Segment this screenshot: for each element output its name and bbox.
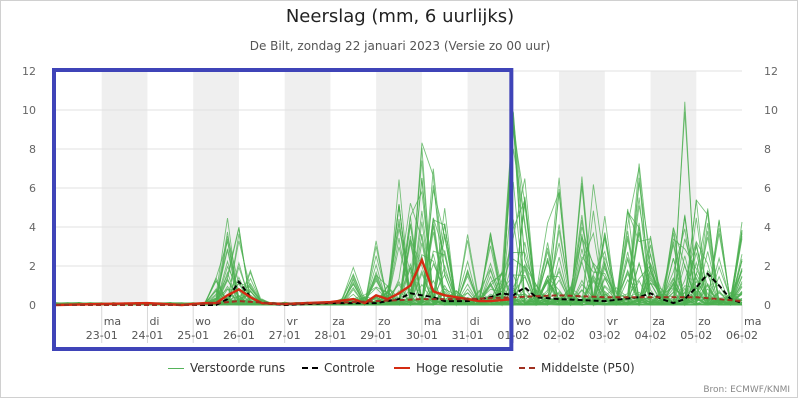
x-tick-day-label: ma [424,315,441,328]
x-tick-day-label: ma [104,315,121,328]
ensemble-member-line [55,167,743,306]
legend-item-perturbed-runs[interactable]: Verstoorde runs [168,361,285,375]
x-tick-date-label: 25-01 [177,329,209,342]
y-tick-label-right: 10 [764,104,778,117]
y-tick-label-left: 0 [29,299,36,312]
x-tick-date-label: 24-01 [131,329,163,342]
y-tick-label-left: 10 [22,104,36,117]
x-tick-day-label: za [653,315,666,328]
x-tick-day-label: za [332,315,345,328]
x-tick-date-label: 03-02 [589,329,621,342]
legend-label-control: Controle [324,361,375,375]
x-tick-day-label: di [470,315,480,328]
x-tick-date-label: 28-01 [314,329,346,342]
x-tick-date-label: 31-01 [452,329,484,342]
y-tick-label-left: 8 [29,143,36,156]
x-tick-day-label: zo [698,315,711,328]
y-tick-label-left: 6 [29,182,36,195]
x-tick-date-label: 29-01 [360,329,392,342]
x-tick-day-label: vr [287,315,299,328]
y-tick-label-right: 4 [764,221,771,234]
x-tick-date-label: 23-01 [86,329,118,342]
x-tick-date-label: 04-02 [635,329,667,342]
highlight-box [52,68,514,351]
legend-label-high-resolution: Hoge resolutie [416,361,504,375]
x-tick-day-label: do [561,315,575,328]
source-credit: Bron: ECMWF/KNMI [703,385,790,395]
y-tick-label-right: 6 [764,182,771,195]
x-tick-date-label: 30-01 [406,329,438,342]
x-tick-day-label: zo [378,315,391,328]
y-tick-label-right: 0 [764,299,771,312]
x-tick-day-label: wo [195,315,211,328]
x-tick-date-label: 27-01 [269,329,301,342]
x-tick-day-label: di [149,315,159,328]
chart-legend: Verstoorde runs Controle Hoge resolutie … [0,361,800,379]
chart-title: Neerslag (mm, 6 uurlijks) [285,6,515,27]
y-tick-label-right: 12 [764,65,778,78]
y-tick-label-right: 8 [764,143,771,156]
x-tick-day-label: vr [607,315,619,328]
legend-label-median: Middelste (P50) [541,361,635,375]
y-tick-label-right: 2 [764,260,771,273]
legend-item-high-resolution[interactable]: Hoge resolutie [394,361,503,375]
legend-item-median[interactable]: Middelste (P50) [519,361,635,375]
legend-swatch-control [302,367,318,369]
series-line-hoge-resolutie [55,256,514,307]
x-tick-day-label: ma [744,315,761,328]
x-tick-day-label: wo [515,315,531,328]
y-tick-label-left: 4 [29,221,36,234]
y-tick-label-left: 2 [29,260,36,273]
x-tick-date-label: 06-02 [726,329,758,342]
x-tick-date-label: 02-02 [543,329,575,342]
chart-subtitle: De Bilt, zondag 22 januari 2023 (Versie … [249,39,551,53]
legend-swatch-median [519,367,535,369]
y-tick-label-left: 12 [22,65,36,78]
legend-swatch-high-resolution [394,367,410,369]
legend-swatch-perturbed-runs [168,367,184,369]
series-line-middelste-p50 [56,294,743,306]
legend-label-perturbed-runs: Verstoorde runs [190,361,286,375]
x-tick-date-label: 26-01 [223,329,255,342]
x-tick-date-label: 05-02 [680,329,712,342]
legend-item-control[interactable]: Controle [302,361,375,375]
x-tick-day-label: do [241,315,255,328]
